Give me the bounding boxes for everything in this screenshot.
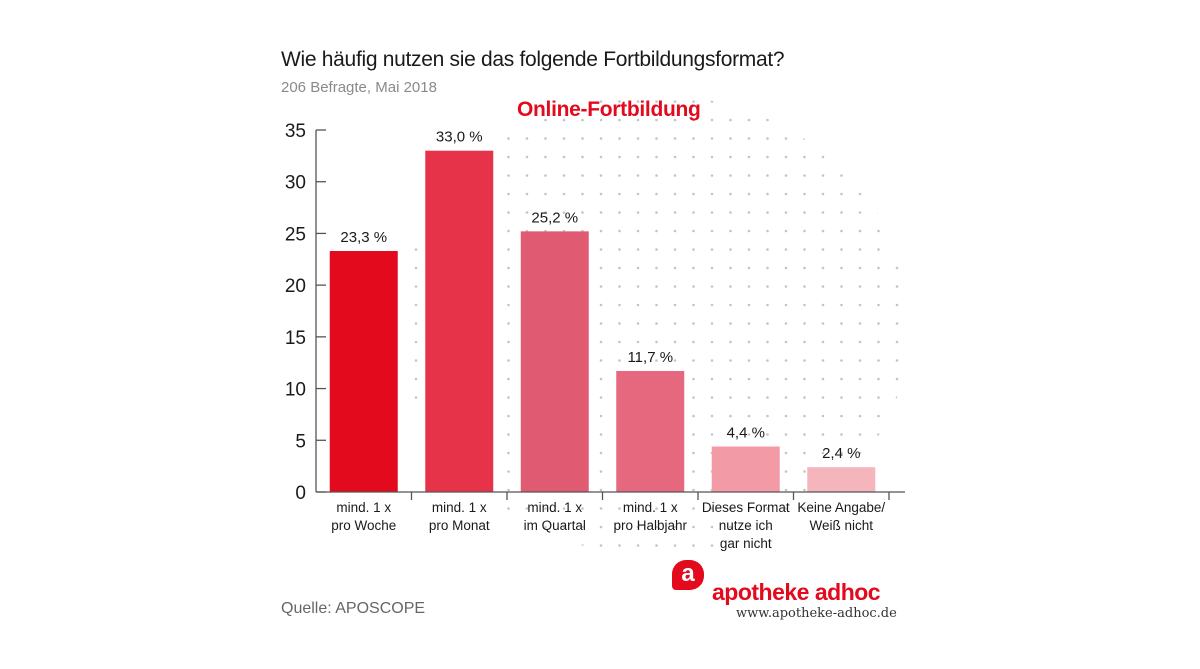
x-category-label: Keine Angabe/ [797,500,885,515]
y-tick-label: 35 [285,121,306,142]
y-tick-label: 25 [285,224,306,245]
x-category-label: mind. 1 x [432,500,487,515]
y-tick-label: 30 [285,173,306,194]
bar [520,231,589,493]
x-category-label: im Quartal [524,518,586,533]
value-label: 33,0 % [436,129,483,146]
x-category-label: pro Monat [429,518,490,533]
series-title: Online-Fortbildung [517,98,701,121]
value-label: 4,4 % [727,424,765,441]
brand-logo-icon: a [672,560,704,590]
brand-url: www.apotheke-adhoc.de [736,606,897,621]
y-tick-label: 20 [285,276,306,297]
x-category-label: pro Halbjahr [613,518,687,533]
x-category-label: mind. 1 x [623,500,678,515]
value-label: 25,2 % [531,209,578,226]
x-category-label: Weiß nicht [809,518,873,533]
value-label: 2,4 % [822,445,860,462]
bar [329,251,398,492]
x-category-label: mind. 1 x [527,500,582,515]
y-tick-label: 5 [295,431,306,452]
y-tick-label: 10 [285,380,306,401]
x-category-label: pro Woche [331,518,396,533]
chart-title: Wie häufig nutzen sie das folgende Fortb… [281,48,785,71]
value-label: 11,7 % [627,349,673,366]
bar [807,467,876,492]
brand-name: apotheke adhoc [712,579,881,605]
y-tick-label: 15 [285,328,306,349]
bar [425,150,494,492]
x-category-label: Dieses Format [702,500,790,515]
bar [711,446,780,492]
y-tick-label: 0 [295,483,306,504]
value-label: 23,3 % [340,229,387,246]
x-category-label: nutze ich [719,518,773,533]
source-note: Quelle: APOSCOPE [281,600,426,617]
x-category-label: mind. 1 x [336,500,391,515]
chart-subtitle: 206 Befragte, Mai 2018 [281,79,437,96]
bar [616,370,685,492]
x-category-label: gar nicht [720,536,772,551]
